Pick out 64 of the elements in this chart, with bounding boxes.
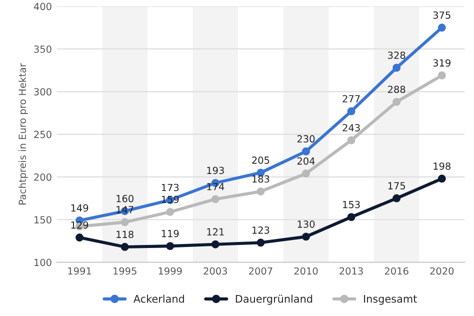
point bbox=[347, 136, 356, 144]
data-label: 243 bbox=[342, 124, 360, 132]
x-tick-label: 2007 bbox=[249, 267, 272, 275]
point bbox=[256, 238, 265, 247]
data-label: 121 bbox=[207, 228, 224, 236]
point bbox=[438, 174, 446, 183]
y-tick-label: 150 bbox=[34, 216, 52, 224]
point bbox=[211, 195, 220, 204]
point bbox=[120, 218, 129, 226]
data-label: 230 bbox=[297, 135, 315, 143]
data-label: 198 bbox=[434, 162, 450, 170]
x-tick-label: 2010 bbox=[294, 267, 318, 275]
point bbox=[392, 64, 401, 72]
data-label: 153 bbox=[343, 200, 360, 208]
data-label: 160 bbox=[116, 194, 134, 202]
data-label: 123 bbox=[252, 226, 270, 234]
x-tick-label: 2016 bbox=[384, 267, 408, 275]
legend-label: Dauergrünland bbox=[236, 294, 312, 305]
point bbox=[211, 240, 220, 248]
y-tick-label: 350 bbox=[34, 45, 52, 53]
x-tick-label: 2013 bbox=[340, 267, 363, 275]
data-label: 118 bbox=[116, 230, 134, 238]
point bbox=[302, 232, 310, 241]
legend-label: Ackerland bbox=[133, 294, 184, 303]
data-label: 277 bbox=[342, 95, 360, 102]
point bbox=[392, 194, 401, 202]
data-label: 375 bbox=[433, 11, 450, 19]
point bbox=[438, 24, 446, 32]
legend-label: Insgesamt bbox=[364, 295, 417, 305]
data-label: 149 bbox=[71, 204, 88, 212]
data-label: 288 bbox=[388, 86, 406, 94]
data-label: 175 bbox=[388, 182, 406, 190]
x-tick-label: 1999 bbox=[158, 267, 182, 275]
y-tick-label: 100 bbox=[34, 258, 52, 266]
x-tick-label: 2020 bbox=[430, 267, 454, 275]
y-tick-label: 400 bbox=[34, 2, 52, 10]
y-axis-title: Pachtpreis in Euro pro Hektar bbox=[18, 63, 28, 204]
point bbox=[392, 98, 401, 106]
point bbox=[438, 71, 446, 80]
point bbox=[256, 187, 265, 196]
data-label: 328 bbox=[388, 52, 406, 59]
data-label: 129 bbox=[71, 221, 88, 229]
point bbox=[347, 107, 356, 116]
point bbox=[120, 242, 129, 251]
x-tick-label: 1991 bbox=[68, 267, 91, 275]
point bbox=[166, 208, 174, 216]
data-label: 319 bbox=[433, 59, 450, 67]
x-tick-label: 2003 bbox=[204, 267, 227, 275]
y-tick-label: 300 bbox=[34, 88, 52, 96]
point bbox=[302, 147, 310, 156]
data-label: 183 bbox=[252, 175, 270, 183]
point bbox=[302, 170, 310, 178]
x-tick-label: 1995 bbox=[114, 267, 136, 275]
data-label: 130 bbox=[298, 220, 315, 228]
data-label: 205 bbox=[252, 156, 270, 164]
point bbox=[76, 234, 84, 242]
y-tick-label: 200 bbox=[34, 173, 52, 181]
y-tick-label: 250 bbox=[34, 130, 52, 138]
data-label: 193 bbox=[207, 166, 224, 174]
point bbox=[347, 213, 356, 222]
data-label: 119 bbox=[162, 230, 179, 238]
data-label: 173 bbox=[162, 184, 179, 192]
point bbox=[166, 242, 174, 250]
data-label: 204 bbox=[297, 157, 315, 165]
